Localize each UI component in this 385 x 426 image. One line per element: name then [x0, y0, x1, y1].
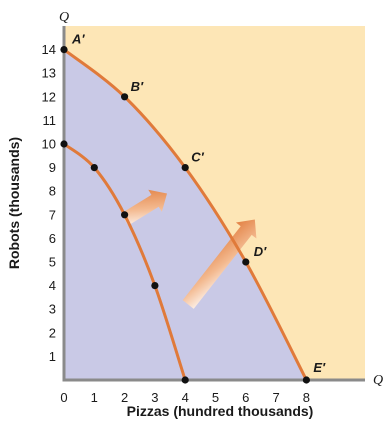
shift-arrows [120, 189, 257, 309]
point-label: E′ [313, 360, 326, 375]
y-tick-label: 2 [49, 325, 56, 340]
y-tick-label: 13 [42, 66, 56, 81]
shift-arrow-shape [120, 189, 168, 226]
data-point [181, 164, 189, 172]
x-tick-label: 3 [151, 390, 158, 405]
data-point [121, 211, 129, 219]
data-point [90, 164, 98, 172]
data-points: A′ B′ C′ D′ E′ [60, 32, 326, 384]
x-axis-title: Pizzas (hundred thousands) [127, 403, 314, 419]
x-tick-label: 7 [272, 390, 279, 405]
axes [62, 26, 365, 382]
data-point [181, 376, 189, 384]
y-tick-label: 7 [49, 207, 56, 222]
x-tick-label: 6 [242, 390, 249, 405]
y-tick-label: 5 [49, 255, 56, 270]
y-tick-label: 9 [49, 160, 56, 175]
y-tick-label: 14 [42, 42, 56, 57]
shift-arrow-2 [182, 219, 257, 309]
data-point [121, 93, 129, 101]
x-axis-end-label: Q [373, 373, 383, 388]
x-tick-label: 2 [121, 390, 128, 405]
y-tick-label: 1 [49, 349, 56, 364]
x-tick-label: 5 [212, 390, 219, 405]
shift-arrow-shape [182, 219, 257, 309]
point-label: C′ [191, 150, 204, 165]
data-point [60, 140, 68, 148]
point-label: A′ [71, 32, 85, 47]
y-axis-end-label: Q [59, 10, 69, 25]
ppf-curves [62, 48, 308, 382]
data-point [60, 46, 68, 54]
y-tick-label: 6 [49, 231, 56, 246]
x-tick-label: 4 [182, 390, 189, 405]
y-tick-label: 12 [42, 89, 56, 104]
ppf-curve-1 [62, 142, 187, 382]
y-tick-label: 4 [49, 278, 56, 293]
point-label: B′ [131, 79, 144, 94]
x-tick-label: 0 [60, 390, 67, 405]
y-tick-label: 3 [49, 302, 56, 317]
ppf-curve-2 [62, 48, 308, 382]
y-tick-label: 8 [49, 184, 56, 199]
data-point [151, 282, 159, 290]
y-tick-label: 10 [42, 137, 56, 152]
shaded-region [64, 49, 307, 380]
y-axis-title: Robots (thousands) [6, 137, 22, 269]
data-point [302, 376, 310, 384]
shift-arrow-1 [120, 189, 168, 226]
x-tick-label: 1 [91, 390, 98, 405]
point-label: D′ [254, 244, 267, 259]
data-point [242, 258, 250, 266]
x-tick-label: 8 [303, 390, 310, 405]
y-tick-label: 11 [43, 113, 57, 128]
